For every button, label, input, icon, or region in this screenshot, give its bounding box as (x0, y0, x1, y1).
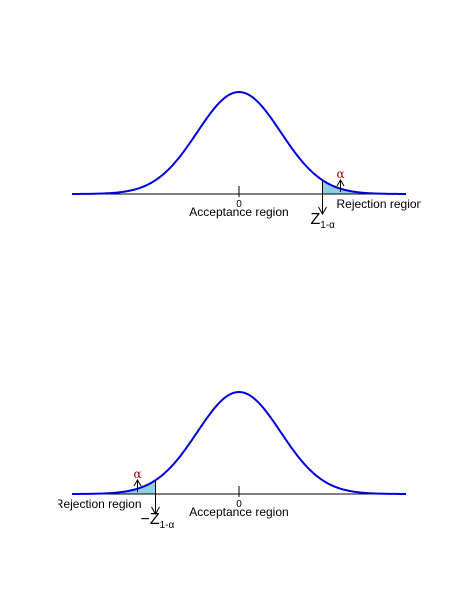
critical-value-label: Z1-α (311, 211, 336, 231)
acceptance-region-label: Acceptance region (189, 505, 288, 519)
rejection-region-label: Rejection region (337, 197, 424, 211)
center-tick-label: 0 (236, 499, 242, 510)
alpha-label: α (133, 467, 141, 481)
right-tail-panel: 0 Acceptance region Rejection region α Z… (71, 90, 424, 231)
alpha-arrow (336, 179, 345, 192)
rejection-region-label: Rejection region (55, 497, 142, 511)
alpha-label: α (336, 167, 344, 181)
critical-value-label: −Z1-α (141, 511, 175, 531)
alpha-arrow (133, 479, 142, 492)
normal-curve (71, 90, 407, 195)
critical-arrow (151, 494, 160, 516)
normal-curve (71, 390, 407, 495)
left-tail-panel: 0 Acceptance region Rejection region α −… (55, 390, 407, 531)
critical-arrow (318, 194, 327, 216)
acceptance-region-label: Acceptance region (189, 205, 288, 219)
center-tick-label: 0 (236, 199, 242, 210)
